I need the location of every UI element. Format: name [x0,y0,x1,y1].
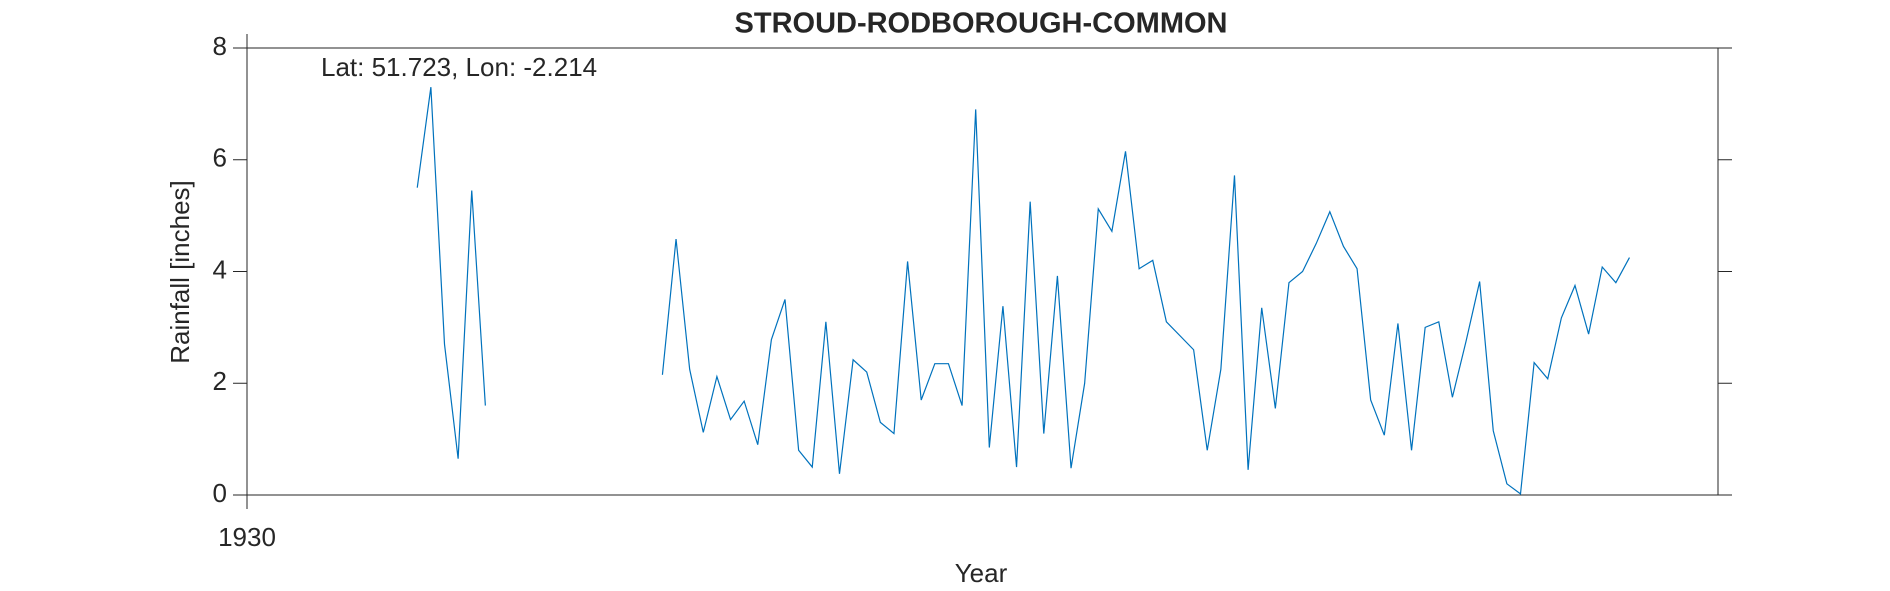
x-tick-label: 1930 [218,522,276,552]
y-tick-label: 6 [213,143,227,173]
chart-title: STROUD-RODBOROUGH-COMMON [735,8,1228,40]
y-tick-label: 0 [213,478,227,508]
y-axis-label: Rainfall [inches] [165,180,195,364]
y-tick-label: 2 [213,366,227,396]
y-tick-label: 8 [213,31,227,61]
data-line [416,87,1630,495]
y-tick-label: 4 [213,254,227,284]
annotation: Lat: 51.723, Lon: -2.214 [321,52,597,82]
x-axis-label: Year [955,558,1008,588]
